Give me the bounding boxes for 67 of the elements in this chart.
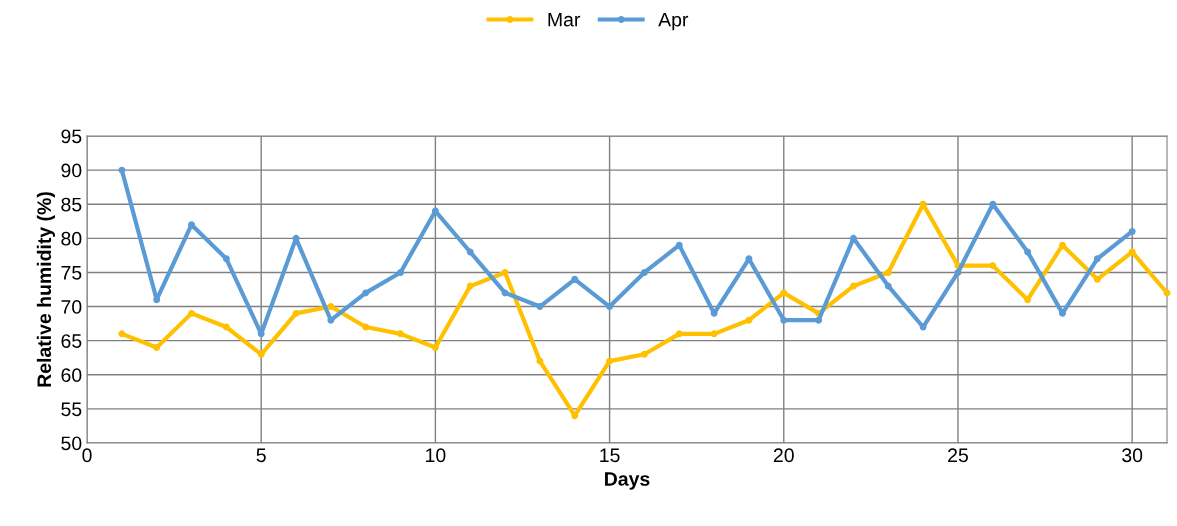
- point: [1093, 275, 1101, 283]
- point: [397, 330, 405, 338]
- point: [1163, 289, 1171, 297]
- point: [849, 282, 857, 290]
- x-axis-title: Days: [605, 472, 650, 490]
- point: [1093, 255, 1101, 263]
- point: [188, 309, 195, 317]
- x-tick-label: 5: [256, 448, 266, 463]
- x-tick-label: 20: [773, 448, 794, 463]
- y-tick-label: 55: [61, 402, 82, 417]
- point: [849, 234, 857, 242]
- legend-label: Mar: [548, 12, 581, 27]
- point: [153, 344, 161, 351]
- point: [640, 268, 648, 276]
- point: [536, 357, 544, 365]
- point: [1024, 296, 1032, 304]
- point: [989, 262, 997, 270]
- y-tick-label: 70: [61, 300, 82, 314]
- point: [536, 303, 544, 311]
- point: [675, 330, 683, 338]
- point: [1024, 248, 1032, 256]
- point: [397, 268, 405, 276]
- point: [292, 309, 300, 317]
- point: [640, 350, 648, 358]
- point: [466, 282, 474, 290]
- point: [431, 344, 439, 351]
- point: [919, 323, 927, 331]
- y-tick-label: 50: [61, 436, 82, 451]
- y-tick-label: 75: [61, 266, 82, 280]
- point: [501, 289, 509, 297]
- point: [466, 248, 474, 256]
- legend-label: Apr: [658, 12, 689, 31]
- point: [954, 268, 962, 276]
- point: [606, 303, 614, 311]
- point: [362, 289, 370, 297]
- x-tick-label: 15: [600, 448, 620, 463]
- point: [710, 330, 718, 338]
- point: [222, 255, 230, 263]
- point: [118, 330, 126, 338]
- y-tick-label: 90: [61, 163, 82, 178]
- point: [815, 316, 823, 324]
- point: [780, 289, 788, 297]
- y-tick-label: 65: [61, 334, 82, 348]
- point: [1128, 228, 1136, 235]
- point: [1128, 248, 1136, 256]
- x-tick-label: 10: [426, 448, 446, 463]
- x-tick-label: 30: [1122, 448, 1143, 463]
- point: [257, 350, 265, 358]
- y-tick-label: 60: [61, 368, 82, 383]
- point: [327, 303, 335, 311]
- point: [362, 323, 370, 331]
- point: [745, 316, 753, 324]
- y-tick-label: 85: [61, 197, 82, 212]
- x-tick-label: 0: [82, 448, 92, 463]
- y-tick-label: 80: [61, 231, 82, 246]
- point: [606, 357, 614, 365]
- point: [222, 323, 230, 331]
- point: [884, 282, 892, 290]
- point: [884, 268, 892, 276]
- point: [327, 316, 335, 324]
- point: [118, 166, 126, 174]
- y-tick-label: 95: [61, 129, 82, 144]
- point: [153, 296, 161, 304]
- point: [501, 268, 509, 276]
- y-axis-title: Relative humidity (%): [36, 192, 55, 387]
- x-tick-label: 25: [948, 448, 968, 463]
- point: [780, 316, 788, 324]
